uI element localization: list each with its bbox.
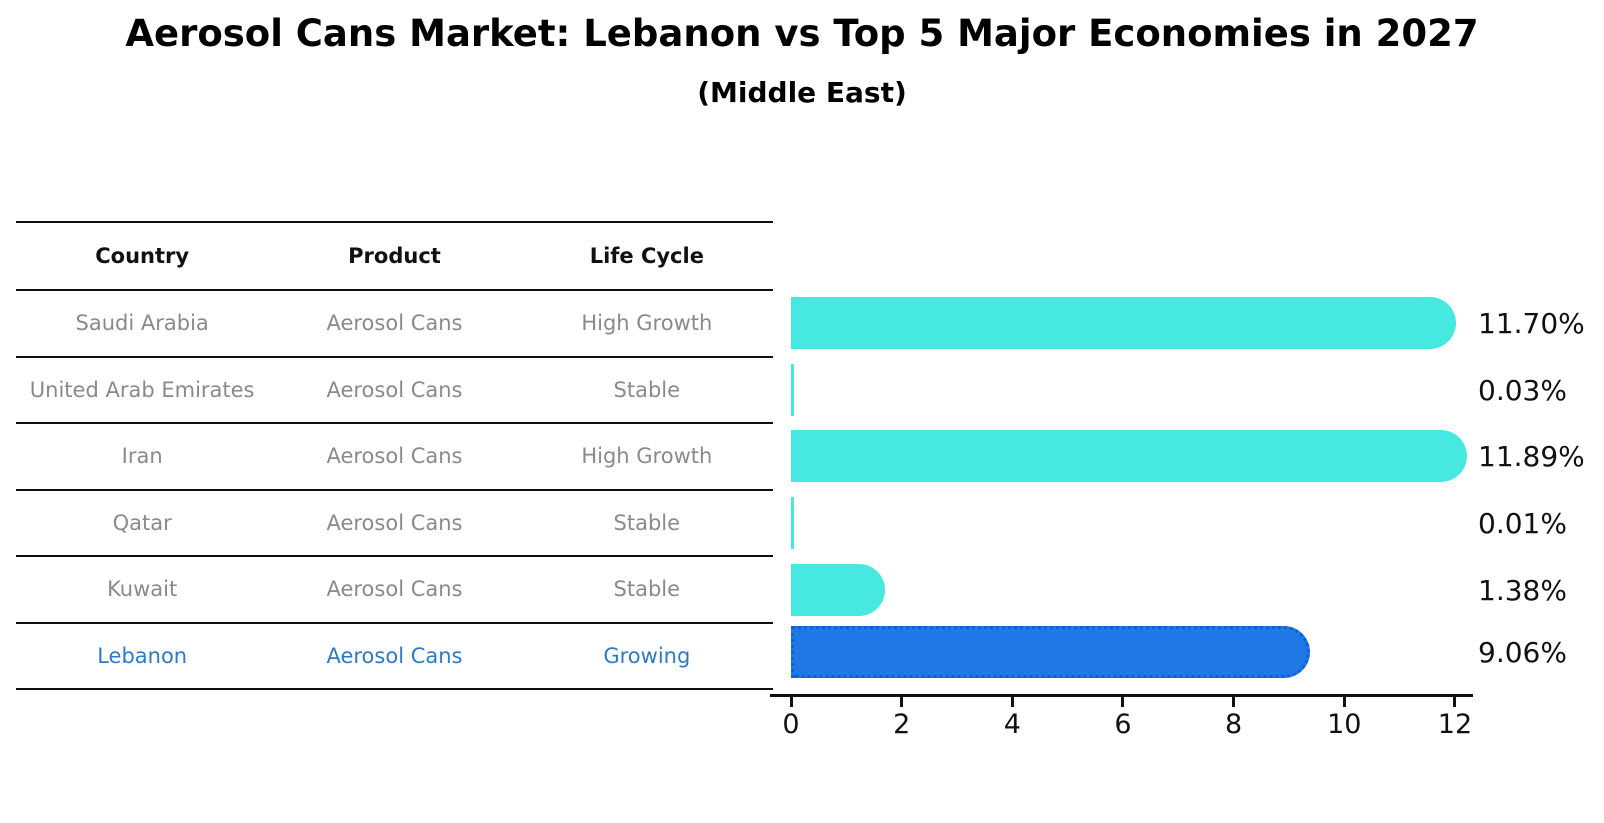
value-label-saudi-arabia: 11.70% — [1478, 306, 1585, 340]
bar-lebanon — [791, 626, 1311, 678]
chart-subtitle: (Middle East) — [697, 76, 907, 109]
cell-life-cycle: Growing — [603, 643, 691, 668]
cell-country: Saudi Arabia — [75, 311, 209, 336]
x-tick-label: 2 — [893, 709, 911, 740]
cell-life-cycle: High Growth — [581, 444, 713, 469]
table-row-kuwait: Kuwait Aerosol Cans Stable — [16, 557, 773, 624]
cell-product: Aerosol Cans — [326, 311, 463, 336]
value-label-lebanon: 9.06% — [1478, 635, 1567, 669]
cell-product: Aerosol Cans — [326, 444, 463, 469]
x-tick — [1453, 697, 1457, 707]
column-header-life-cycle: Life Cycle — [589, 244, 704, 268]
value-label-qatar: 0.01% — [1478, 506, 1567, 540]
bar-kuwait — [791, 564, 886, 616]
value-label-united-arab-emirates: 0.03% — [1478, 373, 1567, 407]
cell-country: Kuwait — [107, 577, 178, 602]
x-tick-label: 0 — [782, 709, 800, 740]
cell-country: Lebanon — [97, 643, 188, 668]
cell-product: Aerosol Cans — [326, 577, 463, 602]
x-tick — [1232, 697, 1236, 707]
cell-product: Aerosol Cans — [326, 643, 463, 668]
x-tick — [789, 697, 793, 707]
x-axis-line — [770, 694, 1473, 697]
x-tick — [1121, 697, 1125, 707]
x-tick-label: 10 — [1327, 709, 1362, 740]
value-label-iran: 11.89% — [1478, 439, 1585, 473]
table-row-united-arab-emirates: United Arab Emirates Aerosol Cans Stable — [16, 358, 773, 424]
x-tick — [1342, 697, 1346, 707]
table-header-row: Country Product Life Cycle — [16, 223, 773, 291]
cell-life-cycle: Stable — [613, 377, 681, 402]
x-tick — [900, 697, 904, 707]
table-row-lebanon: Lebanon Aerosol Cans Growing — [16, 624, 773, 690]
table-row-iran: Iran Aerosol Cans High Growth — [16, 424, 773, 491]
chart-title: Aerosol Cans Market: Lebanon vs Top 5 Ma… — [125, 12, 1479, 55]
bar-saudi-arabia — [791, 297, 1457, 349]
country-table: Country Product Life Cycle Saudi Arabia … — [16, 221, 773, 690]
x-tick — [1010, 697, 1014, 707]
cell-life-cycle: Stable — [613, 510, 681, 535]
x-tick-label: 8 — [1225, 709, 1243, 740]
bar-qatar — [791, 497, 794, 549]
x-tick-label: 4 — [1003, 709, 1021, 740]
bar-iran — [791, 430, 1467, 482]
table-row-qatar: Qatar Aerosol Cans Stable — [16, 491, 773, 557]
cell-country: United Arab Emirates — [29, 377, 255, 402]
cell-country: Qatar — [112, 510, 172, 535]
column-header-country: Country — [95, 244, 190, 268]
value-label-kuwait: 1.38% — [1478, 573, 1567, 607]
x-tick-label: 6 — [1114, 709, 1132, 740]
cell-product: Aerosol Cans — [326, 377, 463, 402]
x-tick-label: 12 — [1437, 709, 1473, 740]
bar-united-arab-emirates — [791, 364, 794, 416]
column-header-product: Product — [348, 244, 441, 268]
cell-life-cycle: Stable — [613, 577, 681, 602]
cell-life-cycle: High Growth — [581, 311, 713, 336]
cell-country: Iran — [121, 444, 163, 469]
table-row-saudi-arabia: Saudi Arabia Aerosol Cans High Growth — [16, 291, 773, 358]
cell-product: Aerosol Cans — [326, 510, 463, 535]
